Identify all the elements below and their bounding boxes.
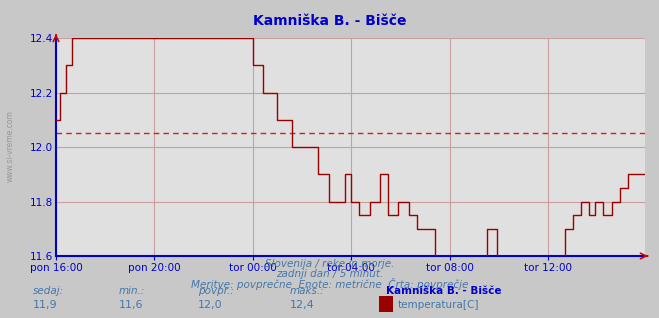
Text: www.si-vreme.com: www.si-vreme.com xyxy=(5,110,14,182)
Text: min.:: min.: xyxy=(119,286,145,296)
Text: 11,9: 11,9 xyxy=(33,301,57,310)
Text: temperatura[C]: temperatura[C] xyxy=(397,301,479,310)
Text: 11,6: 11,6 xyxy=(119,301,143,310)
Text: zadnji dan / 5 minut.: zadnji dan / 5 minut. xyxy=(276,269,383,279)
Text: Meritve: povprečne  Enote: metrične  Črta: povprečje: Meritve: povprečne Enote: metrične Črta:… xyxy=(191,278,468,290)
Text: Kamniška B. - Bišče: Kamniška B. - Bišče xyxy=(386,286,501,296)
Text: maks.:: maks.: xyxy=(290,286,325,296)
Text: Slovenija / reke in morje.: Slovenija / reke in morje. xyxy=(265,259,394,269)
Text: povpr.:: povpr.: xyxy=(198,286,233,296)
Text: sedaj:: sedaj: xyxy=(33,286,64,296)
Text: 12,0: 12,0 xyxy=(198,301,222,310)
Text: Kamniška B. - Bišče: Kamniška B. - Bišče xyxy=(253,14,406,28)
Text: 12,4: 12,4 xyxy=(290,301,315,310)
